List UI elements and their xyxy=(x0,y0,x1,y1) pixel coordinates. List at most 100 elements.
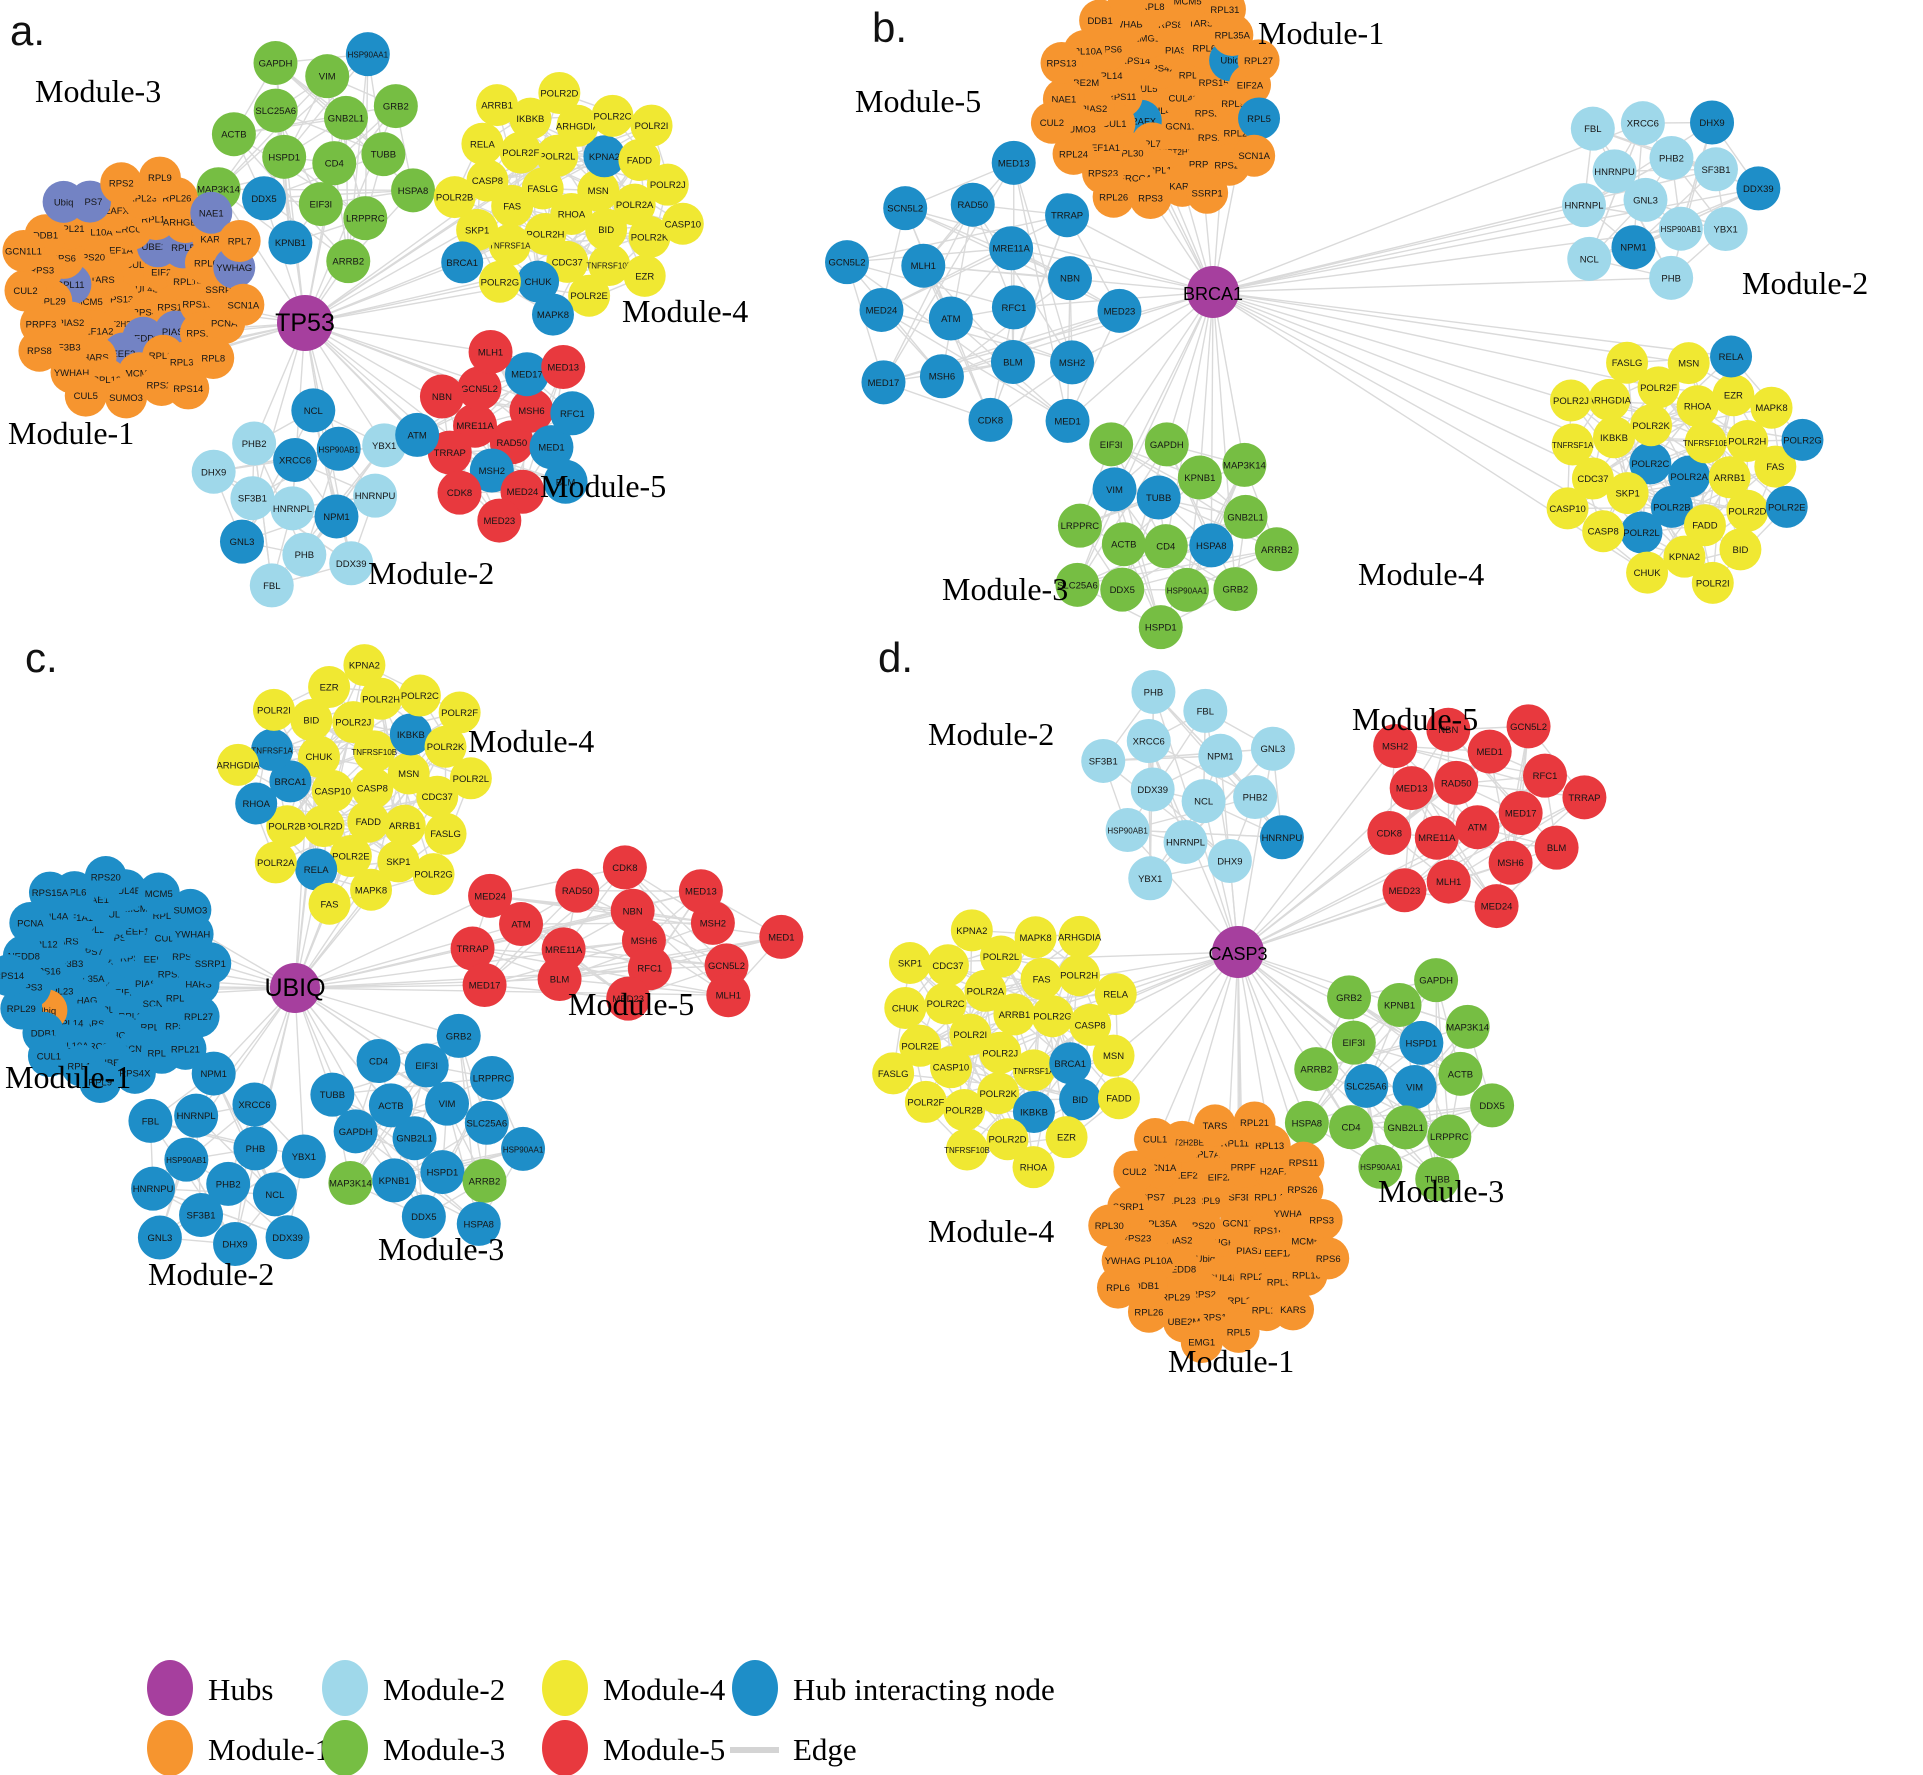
node-TRRAP[interactable] xyxy=(1562,775,1607,820)
node-MED17[interactable] xyxy=(462,963,507,1008)
node-RPL21[interactable] xyxy=(164,1027,207,1070)
node-RAD50[interactable] xyxy=(555,868,600,913)
node-MAP3K14[interactable] xyxy=(328,1160,373,1205)
node-POLR2E[interactable] xyxy=(1765,485,1808,528)
node-EIF3I[interactable] xyxy=(404,1043,449,1088)
node-HNRNPU[interactable] xyxy=(1259,815,1304,860)
node-POLR2K[interactable] xyxy=(1630,404,1673,447)
node-YBX1[interactable] xyxy=(362,423,407,468)
node-EIF3I[interactable] xyxy=(1089,422,1134,467)
node-RPL26[interactable] xyxy=(1127,1290,1170,1333)
node-SCN1A[interactable] xyxy=(222,283,265,326)
node-RPL26[interactable] xyxy=(1092,175,1135,218)
node-RPL27[interactable] xyxy=(1237,39,1280,82)
node-NPM1[interactable] xyxy=(314,494,359,539)
node-TUBB[interactable] xyxy=(1136,475,1181,520)
node-RFC1[interactable] xyxy=(627,946,672,991)
node-DDX5[interactable] xyxy=(1100,567,1145,612)
node-RPL7[interactable] xyxy=(218,219,261,262)
node-POLR2K[interactable] xyxy=(628,215,671,258)
node-ARHGDIA[interactable] xyxy=(556,104,599,147)
node-NBN[interactable] xyxy=(610,888,655,933)
node-CDC37[interactable] xyxy=(416,775,459,818)
node-POLR2B[interactable] xyxy=(266,805,309,848)
node-PHB[interactable] xyxy=(1131,669,1176,714)
node-TNFRSF10B[interactable] xyxy=(588,243,631,286)
node-RPL31[interactable] xyxy=(1203,0,1246,31)
node-SLC25A6[interactable] xyxy=(1344,1063,1389,1108)
node-HNRNPL[interactable] xyxy=(1163,819,1208,864)
node-YBX1[interactable] xyxy=(1128,856,1173,901)
node-TNFRSF10B[interactable] xyxy=(1684,421,1727,464)
node-PHB2[interactable] xyxy=(1233,775,1278,820)
node-BID[interactable] xyxy=(1719,528,1762,571)
node-GNB2L1[interactable] xyxy=(323,95,368,140)
node-SKP1[interactable] xyxy=(889,942,932,985)
node-ARHGDIA[interactable] xyxy=(217,743,260,786)
node-BID[interactable] xyxy=(1059,1078,1102,1121)
node-CASP10[interactable] xyxy=(661,202,704,245)
node-HNRNPU[interactable] xyxy=(1592,149,1637,194)
node-KPNA2[interactable] xyxy=(950,909,993,952)
node-VIM[interactable] xyxy=(1092,467,1137,512)
node-RPS13[interactable] xyxy=(1040,42,1083,85)
node-POLR2A[interactable] xyxy=(964,969,1007,1012)
node-ARHGDIA[interactable] xyxy=(1588,378,1631,421)
node-POLR2F[interactable] xyxy=(499,131,542,174)
node-DDX39[interactable] xyxy=(1130,767,1175,812)
node-PCNA[interactable] xyxy=(9,901,52,944)
node-MSH6[interactable] xyxy=(919,354,964,399)
node-MLH1[interactable] xyxy=(901,243,946,288)
node-RPS3[interactable] xyxy=(1300,1198,1343,1241)
node-CDK8[interactable] xyxy=(602,845,647,890)
node-POLR2F[interactable] xyxy=(1637,366,1680,409)
node-POLR2E[interactable] xyxy=(899,1024,942,1067)
node-POLR2H[interactable] xyxy=(1058,954,1101,997)
hub-node-BRCA1[interactable] xyxy=(1187,266,1239,318)
node-FADD[interactable] xyxy=(618,138,661,181)
node-NPM1[interactable] xyxy=(1611,225,1656,270)
node-GAPDH[interactable] xyxy=(1144,422,1189,467)
node-CHUK[interactable] xyxy=(1626,551,1669,594)
node-POLR2J[interactable] xyxy=(332,701,375,744)
node-GCN5L2[interactable] xyxy=(457,366,502,411)
node-POLR2A[interactable] xyxy=(254,841,297,884)
node-RPS2[interactable] xyxy=(100,162,143,205)
node-MAPK8[interactable] xyxy=(531,293,574,336)
node-MAPK8[interactable] xyxy=(350,868,393,911)
node-RAD50[interactable] xyxy=(1434,760,1479,805)
node-RPL29[interactable] xyxy=(0,987,43,1030)
node-MED24[interactable] xyxy=(468,873,513,918)
node-CASP10[interactable] xyxy=(930,1046,973,1089)
node-POLR2L[interactable] xyxy=(979,935,1022,978)
node-NCL[interactable] xyxy=(252,1172,297,1217)
node-POLR2I[interactable] xyxy=(630,104,673,147)
node-SCN1A[interactable] xyxy=(1233,134,1276,177)
node-MSH6[interactable] xyxy=(1488,840,1533,885)
node-FASLG[interactable] xyxy=(872,1052,915,1095)
node-NBN[interactable] xyxy=(419,374,464,419)
node-HNRNPU[interactable] xyxy=(353,473,398,518)
node-MAP3K14[interactable] xyxy=(1445,1004,1490,1049)
node-EZR[interactable] xyxy=(308,665,351,708)
node-CDK8[interactable] xyxy=(437,470,482,515)
node-TNFRSF1A[interactable] xyxy=(488,223,531,266)
node-XRCC6[interactable] xyxy=(1620,101,1665,146)
node-MRE11A[interactable] xyxy=(989,226,1034,271)
node-RFC1[interactable] xyxy=(550,391,595,436)
node-GCN5L2[interactable] xyxy=(825,240,870,285)
node-SSRP1[interactable] xyxy=(189,942,232,985)
node-POLR2C[interactable] xyxy=(591,94,634,137)
node-NBN[interactable] xyxy=(1047,256,1092,301)
node-CASP8[interactable] xyxy=(1582,510,1625,553)
node-GCN5L2[interactable] xyxy=(1506,704,1551,749)
node-MSH6[interactable] xyxy=(509,388,554,433)
node-MSN[interactable] xyxy=(1092,1034,1135,1077)
node-HSP90AB1[interactable] xyxy=(1105,808,1150,853)
node-SCN5L2[interactable] xyxy=(883,186,928,231)
node-MSH2[interactable] xyxy=(1050,340,1095,385)
node-SLC25A6[interactable] xyxy=(464,1100,509,1145)
node-MSN[interactable] xyxy=(577,169,620,212)
node-ATM[interactable] xyxy=(395,412,440,457)
node-GCN1L1[interactable] xyxy=(2,229,45,272)
